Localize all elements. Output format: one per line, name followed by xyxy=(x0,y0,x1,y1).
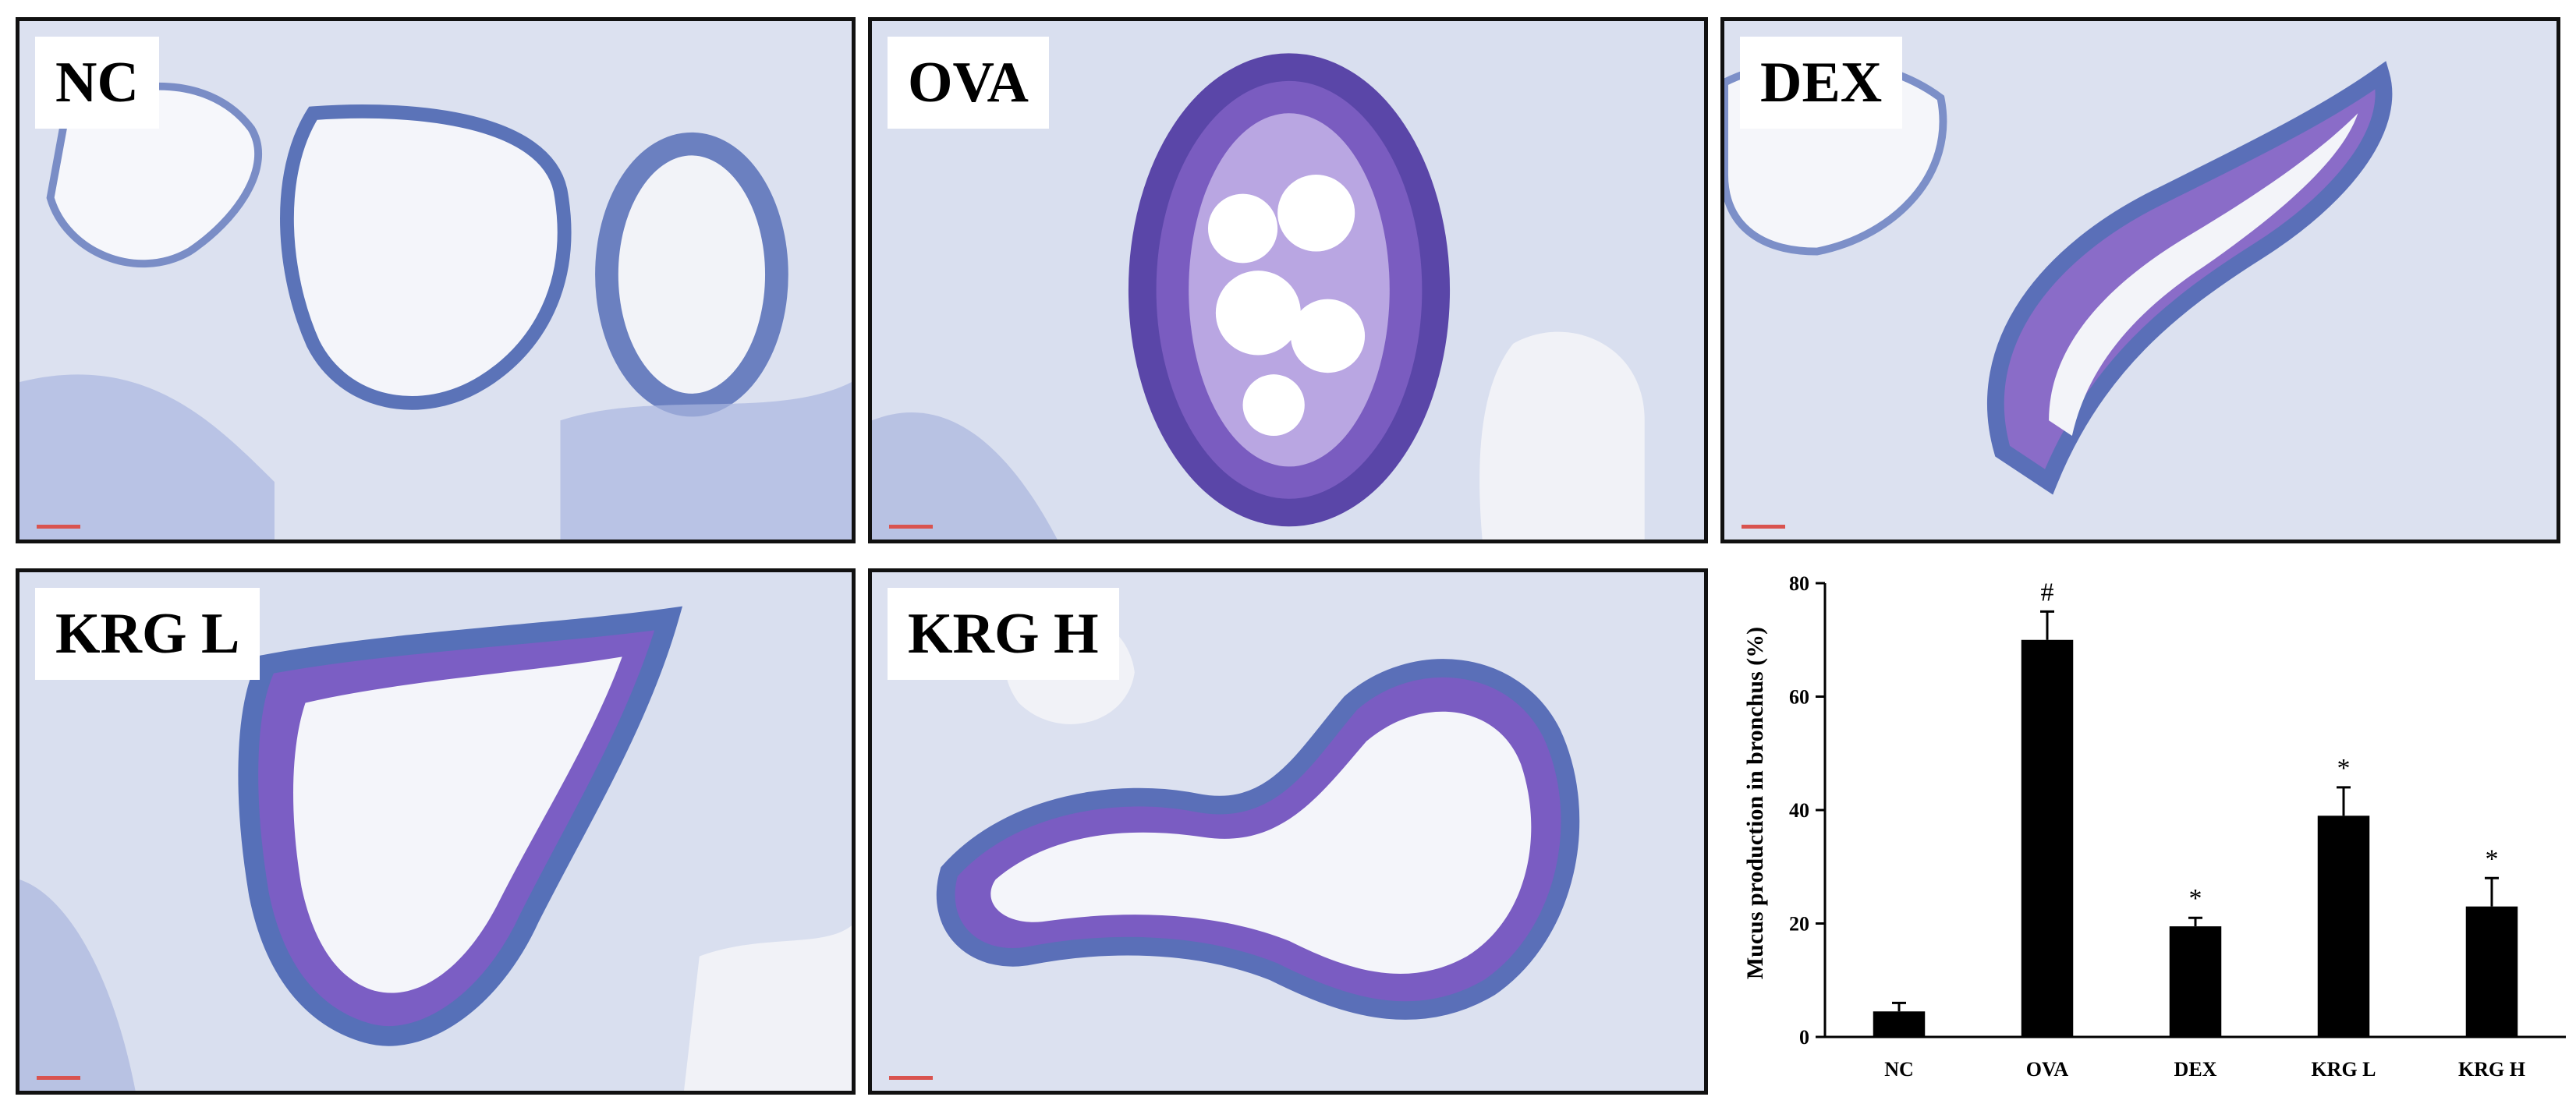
bar-1 xyxy=(2021,639,2074,1037)
y-tick-label-4: 80 xyxy=(1789,572,1809,595)
histology-panel-nc: NC xyxy=(16,17,856,543)
panel-label-dex: DEX xyxy=(1740,37,1903,129)
x-tick-label-0: NC xyxy=(1884,1058,1914,1081)
histology-panel-krg-l: KRG L xyxy=(16,568,856,1095)
significance-mark-2: * xyxy=(2189,884,2202,913)
histology-image-ova xyxy=(872,21,1704,540)
bar-3 xyxy=(2317,816,2370,1037)
significance-mark-1: # xyxy=(2041,578,2054,607)
y-axis-label: Mucus production in bronchus (%) xyxy=(1742,627,1768,979)
x-tick-label-1: OVA xyxy=(2026,1058,2069,1081)
chart-plot-area: 0 20 40 60 80 NC # OVA * DEX * KRG L * KRG H xyxy=(1789,572,2566,1081)
histology-panel-dex: DEX xyxy=(1720,17,2560,543)
x-tick-label-3: KRG L xyxy=(2311,1058,2376,1081)
scale-bar-krg-l xyxy=(37,1076,80,1080)
histology-image-dex xyxy=(1724,21,2557,540)
mucus-bar-chart: Mucus production in bronchus (%) 0 20 40 60… xyxy=(1742,572,2566,1081)
significance-mark-3: * xyxy=(2337,754,2351,783)
histology-panel-krg-h: KRG H xyxy=(868,568,1708,1095)
panel-label-ova: OVA xyxy=(888,37,1049,129)
y-tick-label-3: 60 xyxy=(1789,686,1809,709)
panel-label-krg-l: KRG L xyxy=(35,588,260,680)
histology-image-krg-h xyxy=(872,572,1704,1091)
y-tick-label-1: 20 xyxy=(1789,913,1809,936)
panel-label-krg-h: KRG H xyxy=(888,588,1119,680)
scale-bar-nc xyxy=(37,525,80,529)
x-tick-label-4: KRG H xyxy=(2458,1058,2525,1081)
y-tick-label-2: 40 xyxy=(1789,799,1809,822)
bar-4 xyxy=(2465,906,2518,1037)
panel-label-nc: NC xyxy=(35,37,159,129)
scale-bar-dex xyxy=(1742,525,1785,529)
bar-0 xyxy=(1873,1011,1926,1037)
y-tick-label-0: 0 xyxy=(1799,1026,1809,1049)
significance-mark-4: * xyxy=(2486,844,2499,873)
histology-panel-ova: OVA xyxy=(868,17,1708,543)
scale-bar-krg-h xyxy=(889,1076,933,1080)
x-tick-label-2: DEX xyxy=(2174,1058,2217,1081)
bar-2 xyxy=(2169,926,2222,1037)
scale-bar-ova xyxy=(889,525,933,529)
histology-image-nc xyxy=(19,21,852,540)
